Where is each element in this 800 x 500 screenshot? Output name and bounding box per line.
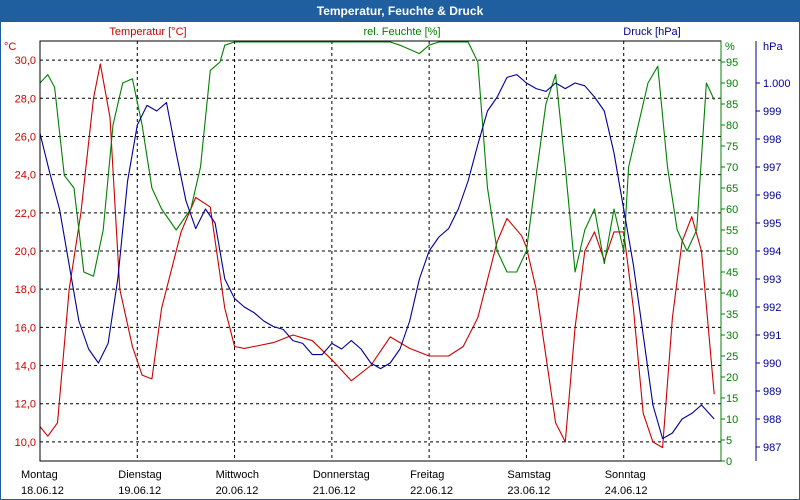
temperature-unit-label: °C: [4, 41, 16, 53]
humidity-tick-label: 0: [726, 456, 732, 468]
temperature-tick-label: 14,0: [15, 361, 36, 373]
pressure-tick-label: 993: [763, 274, 781, 286]
pressure-tick-label: 988: [763, 414, 781, 426]
series-line-temp: [39, 63, 715, 449]
humidity-tick-label: 55: [726, 225, 738, 237]
chart-title: Temperatur, Feuchte & Druck: [1, 1, 799, 22]
series-line-hum: [39, 41, 715, 277]
humidity-tick-label: 80: [726, 120, 738, 132]
humidity-tick-label: 70: [726, 162, 738, 174]
day-date-label: 18.06.12: [21, 485, 64, 497]
pressure-tick-label: 991: [763, 330, 781, 342]
humidity-tick-label: 35: [726, 309, 738, 321]
humidity-tick-label: 15: [726, 393, 738, 405]
temperature-tick-label: 24,0: [15, 170, 36, 182]
humidity-tick-label: 45: [726, 267, 738, 279]
series-group: [39, 41, 715, 449]
humidity-tick-label: 40: [726, 288, 738, 300]
day-name-label: Donnerstag: [313, 469, 370, 481]
temperature-tick-label: 16,0: [15, 322, 36, 334]
pressure-tick-label: 992: [763, 302, 781, 314]
temperature-tick-label: 18,0: [15, 284, 36, 296]
temperature-tick-label: 22,0: [15, 208, 36, 220]
humidity-tick-label: 25: [726, 351, 738, 363]
humidity-axis-ticks: 0 5 10 15 20 25 30 35 40 45 50 55 60 65 70 75 80 85 90 95: [721, 57, 738, 468]
temperature-tick-label: 30,0: [15, 55, 36, 67]
humidity-tick-label: 90: [726, 78, 738, 90]
pressure-tick-label: 999: [763, 106, 781, 118]
day-date-label: 21.06.12: [313, 485, 356, 497]
pressure-axis-ticks: 987 988 989 990 991 992 993 994 995 996 997 998 999 1…: [756, 78, 791, 454]
humidity-tick-label: 75: [726, 141, 738, 153]
day-name-label: Freitag: [410, 469, 444, 481]
temperature-tick-label: 12,0: [15, 399, 36, 411]
temperature-tick-label: 10,0: [15, 437, 36, 449]
pressure-tick-label: 987: [763, 442, 781, 454]
temperature-tick-label: 28,0: [15, 93, 36, 105]
pressure-axis-title: Druck [hPa]: [623, 26, 680, 38]
humidity-tick-label: 5: [726, 435, 732, 447]
day-date-label: 19.06.12: [118, 485, 161, 497]
humidity-tick-label: 65: [726, 183, 738, 195]
pressure-tick-label: 994: [763, 246, 781, 258]
pressure-unit-label: hPa: [763, 41, 783, 53]
day-date-label: 22.06.12: [410, 485, 453, 497]
day-name-label: Samstag: [507, 469, 550, 481]
pressure-tick-label: 1.000: [763, 78, 791, 90]
x-axis-day-labels: Montag 18.06.12 Dienstag 19.06.12 Mittwoch 20…: [21, 469, 648, 497]
day-name-label: Sonntag: [605, 469, 646, 481]
humidity-tick-label: 30: [726, 330, 738, 342]
pressure-tick-label: 996: [763, 190, 781, 202]
day-date-label: 23.06.12: [507, 485, 550, 497]
pressure-tick-label: 997: [763, 162, 781, 174]
temperature-axis-title: Temperatur [°C]: [109, 26, 186, 38]
pressure-tick-label: 989: [763, 386, 781, 398]
pressure-tick-label: 990: [763, 358, 781, 370]
temperature-axis-ticks: 10,0 12,0 14,0 16,0 18,0 20,0 22,0 24,0 26,0 28,0…: [15, 55, 36, 449]
day-name-label: Dienstag: [118, 469, 161, 481]
humidity-tick-label: 85: [726, 99, 738, 111]
humidity-unit-label: %: [725, 41, 735, 53]
day-name-label: Montag: [21, 469, 58, 481]
humidity-tick-label: 10: [726, 414, 738, 426]
day-date-label: 20.06.12: [216, 485, 259, 497]
humidity-tick-label: 20: [726, 372, 738, 384]
day-name-label: Mittwoch: [216, 469, 259, 481]
humidity-tick-label: 95: [726, 57, 738, 69]
day-date-label: 24.06.12: [605, 485, 648, 497]
humidity-tick-label: 50: [726, 246, 738, 258]
pressure-tick-label: 995: [763, 218, 781, 230]
pressure-tick-label: 998: [763, 134, 781, 146]
series-line-press: [39, 74, 715, 440]
humidity-tick-label: 60: [726, 204, 738, 216]
temperature-tick-label: 20,0: [15, 246, 36, 258]
humidity-axis-title: rel. Feuchte [%]: [363, 26, 440, 38]
grid: [40, 41, 721, 461]
temperature-tick-label: 26,0: [15, 131, 36, 143]
